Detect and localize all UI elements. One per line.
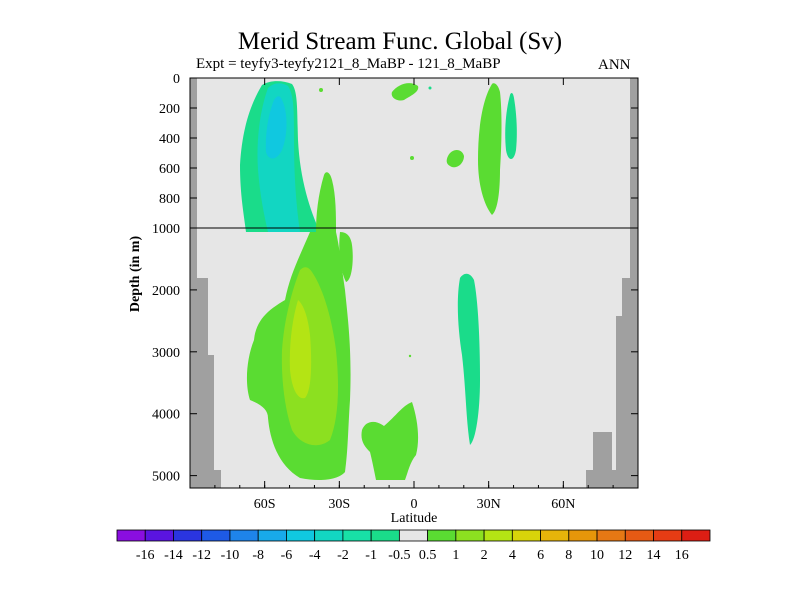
contour-equatorial-deep-pos: [361, 402, 419, 480]
contour-north-upper-pos: [478, 83, 502, 215]
contour-surface-dot-1: [319, 88, 323, 92]
colorbar-swatch: [624, 529, 654, 542]
y-tick-label: 800: [159, 192, 180, 207]
colorbar-swatch: [342, 529, 372, 542]
colorbar-label: 4: [509, 548, 516, 563]
y-tick-label: 0: [173, 72, 180, 87]
y-tick-label: 600: [159, 162, 180, 177]
colorbar-label: 14: [647, 548, 661, 563]
colorbar-swatch: [201, 529, 231, 542]
y-tick-label: 1000: [152, 222, 180, 237]
contour-upper-neg-inner: [257, 83, 300, 232]
colorbar-label: 6: [537, 548, 544, 563]
colorbar-swatch: [398, 529, 429, 542]
colorbar-swatch: [116, 529, 146, 542]
colorbar-label: -8: [252, 548, 264, 563]
x-tick-label: 0: [411, 497, 418, 512]
contour-surface-patch-1: [391, 83, 419, 101]
colorbar-label: 8: [565, 548, 572, 563]
colorbar-swatch: [370, 529, 400, 542]
experiment-subtitle: Expt = teyfy3-teyfy2121_8_MaBP - 121_8_M…: [196, 56, 501, 72]
x-axis-label: Latitude: [391, 511, 438, 526]
colorbar-label: 0.5: [419, 548, 437, 563]
contour-surface-dot-2: [428, 86, 432, 90]
axes: 60S 30S 0 30N 60N 0 200 400 600 800 1000 2000 3000 40…: [152, 72, 639, 512]
x-tick-label: 60N: [551, 497, 575, 512]
y-tick-label: 200: [159, 102, 180, 117]
contour-deep-pos-core: [289, 300, 312, 399]
colorbar: -16 -14 -12 -10 -8 -6 -4 -2 -1 -0.5 0.5 1 2 4 6 8 10 12 14…: [116, 529, 711, 563]
colorbar-swatch: [257, 529, 287, 542]
colorbar-label: -16: [136, 548, 155, 563]
colorbar-label: -4: [309, 548, 321, 563]
x-tick-label: 30N: [477, 497, 501, 512]
x-tick-label: 60S: [254, 497, 276, 512]
y-axis-label: Depth (in m): [128, 236, 143, 313]
colorbar-swatch: [511, 529, 541, 542]
colorbar-swatch: [540, 529, 570, 542]
x-tick-label: 30S: [328, 497, 350, 512]
chart-title: Merid Stream Func. Global (Sv): [237, 28, 563, 55]
contour-mid-patch: [446, 150, 464, 168]
colorbar-label: -2: [337, 548, 349, 563]
colorbar-label: -14: [164, 548, 183, 563]
colorbar-swatch: [653, 529, 683, 542]
colorbar-swatch: [173, 529, 203, 542]
contour-deep-pos-tail: [316, 172, 336, 232]
contour-north-deep-neg: [457, 273, 480, 445]
colorbar-swatch: [681, 529, 711, 542]
contour-upper-neg-core: [265, 96, 287, 159]
y-tick-label: 2000: [152, 284, 180, 299]
colorbar-label: 2: [481, 548, 488, 563]
contour-deep-dot: [408, 354, 412, 358]
colorbar-label: 12: [618, 548, 632, 563]
colorbar-swatch: [144, 529, 174, 542]
colorbar-label: -0.5: [388, 548, 410, 563]
contour-north-upper-neg: [505, 93, 517, 159]
colorbar-label: -1: [365, 548, 377, 563]
y-tick-label: 5000: [152, 470, 180, 485]
colorbar-swatch: [568, 529, 598, 542]
land-mask-north: [586, 78, 638, 488]
colorbar-swatch: [427, 529, 457, 542]
contour-fills: [240, 81, 517, 480]
colorbar-swatch: [455, 529, 485, 542]
y-tick-label: 3000: [152, 346, 180, 361]
colorbar-swatch: [229, 529, 259, 542]
colorbar-label: 16: [675, 548, 689, 563]
y-tick-label: 4000: [152, 408, 180, 423]
land-mask-south: [190, 78, 221, 488]
colorbar-label: -12: [192, 548, 211, 563]
y-tick-label: 400: [159, 132, 180, 147]
colorbar-swatch: [483, 529, 513, 542]
colorbar-label: 1: [452, 548, 459, 563]
colorbar-swatch: [314, 529, 344, 542]
colorbar-swatch: [596, 529, 626, 542]
colorbar-swatch: [286, 529, 316, 542]
colorbar-label: -10: [221, 548, 240, 563]
colorbar-label: 10: [590, 548, 604, 563]
season-label: ANN: [598, 57, 631, 73]
contour-surface-dot-3: [410, 156, 414, 160]
contour-deep-pos-tail2: [339, 232, 353, 282]
colorbar-label: -6: [281, 548, 293, 563]
